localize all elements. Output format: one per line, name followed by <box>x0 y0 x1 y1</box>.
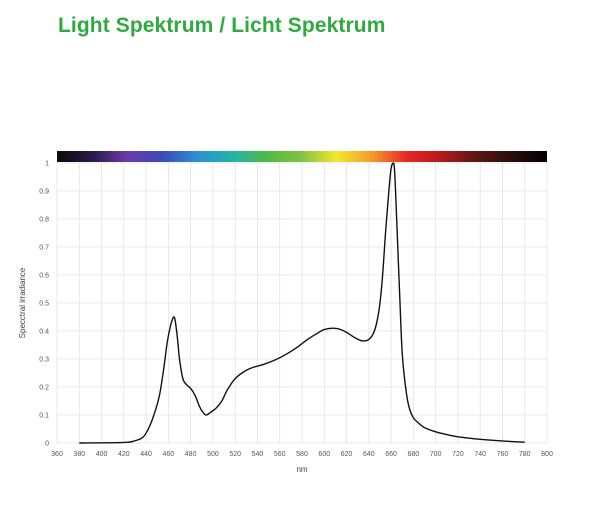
x-tick-label: 360 <box>51 451 63 458</box>
x-tick-label: 500 <box>207 451 219 458</box>
x-tick-label: 480 <box>185 451 197 458</box>
x-tick-label: 380 <box>73 451 85 458</box>
grid-lines <box>56 162 548 444</box>
y-tick-label: 0.9 <box>39 189 49 196</box>
y-tick-label: 0.6 <box>39 273 49 280</box>
x-tick-label: 560 <box>274 451 286 458</box>
x-tick-label: 760 <box>497 451 509 458</box>
x-axis-ticks: 360 380 400 420 440 460 480 500 520 540 560 580 600 6… <box>51 451 553 458</box>
color-spectrum-bar <box>57 151 547 162</box>
x-tick-label: 680 <box>408 451 420 458</box>
y-tick-label: 0.5 <box>39 301 49 308</box>
x-tick-label: 660 <box>385 451 397 458</box>
y-axis-ticks: 0 0.1 0.2 0.3 0.4 0.5 0.6 0.7 0.8 0.9 1 <box>39 161 49 448</box>
y-tick-label: 0 <box>45 441 49 448</box>
x-tick-label: 800 <box>541 451 553 458</box>
page-title: Light Spektrum / Licht Spektrum <box>58 14 386 37</box>
y-axis-label: Specctral irradiance <box>18 267 27 338</box>
y-tick-label: 0.2 <box>39 385 49 392</box>
x-tick-label: 740 <box>474 451 486 458</box>
x-tick-label: 400 <box>96 451 108 458</box>
x-tick-label: 540 <box>252 451 264 458</box>
x-tick-label: 780 <box>519 451 531 458</box>
y-tick-label: 0.4 <box>39 329 49 336</box>
x-tick-label: 700 <box>430 451 442 458</box>
spectrum-curve <box>79 162 525 444</box>
x-tick-label: 600 <box>318 451 330 458</box>
x-tick-label: 520 <box>229 451 241 458</box>
x-tick-label: 420 <box>118 451 130 458</box>
y-tick-label: 1 <box>45 161 49 168</box>
x-tick-label: 640 <box>363 451 375 458</box>
y-tick-label: 0.3 <box>39 357 49 364</box>
y-tick-label: 0.7 <box>39 245 49 252</box>
y-tick-label: 0.8 <box>39 217 49 224</box>
y-tick-label: 0.1 <box>39 413 49 420</box>
x-axis-label: nm <box>296 465 307 474</box>
x-tick-label: 720 <box>452 451 464 458</box>
x-tick-label: 440 <box>140 451 152 458</box>
x-tick-label: 460 <box>163 451 175 458</box>
x-tick-label: 580 <box>296 451 308 458</box>
x-tick-label: 620 <box>341 451 353 458</box>
